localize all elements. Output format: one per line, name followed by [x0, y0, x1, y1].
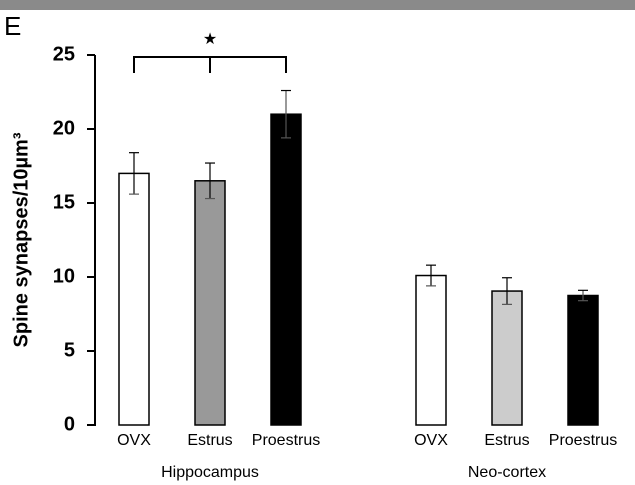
- y-tick-label: 15: [53, 191, 75, 213]
- group-label: Hippocampus: [161, 464, 259, 481]
- panel-label: E: [4, 11, 21, 41]
- y-axis-label: Spine synapses/10µm³: [10, 132, 32, 347]
- y-tick-label: 25: [53, 43, 75, 65]
- significance-bracket: [134, 57, 286, 73]
- y-tick-label: 5: [64, 339, 75, 361]
- figure: E Spine synapses/10µm³ 0 5 10 15 20 25 OVX Estr…: [0, 0, 635, 485]
- x-tick-label: Estrus: [187, 432, 232, 449]
- x-tick-label: OVX: [414, 432, 448, 449]
- strip-gap: [0, 10, 635, 13]
- bar: [416, 276, 446, 425]
- x-tick-label: Proestrus: [549, 432, 617, 449]
- y-tick-label: 0: [64, 413, 75, 435]
- y-tick-label: 20: [53, 117, 75, 139]
- bar: [568, 296, 598, 426]
- significance-marker: ★: [203, 31, 217, 48]
- bar: [492, 291, 522, 425]
- y-tick-label: 10: [53, 265, 75, 287]
- bar: [271, 114, 301, 425]
- bar: [119, 173, 149, 425]
- micrograph-strip: [0, 0, 635, 10]
- bar: [195, 181, 225, 425]
- x-tick-label: OVX: [117, 432, 151, 449]
- group-label: Neo-cortex: [468, 464, 546, 481]
- x-tick-label: Proestrus: [252, 432, 320, 449]
- x-tick-label: Estrus: [484, 432, 529, 449]
